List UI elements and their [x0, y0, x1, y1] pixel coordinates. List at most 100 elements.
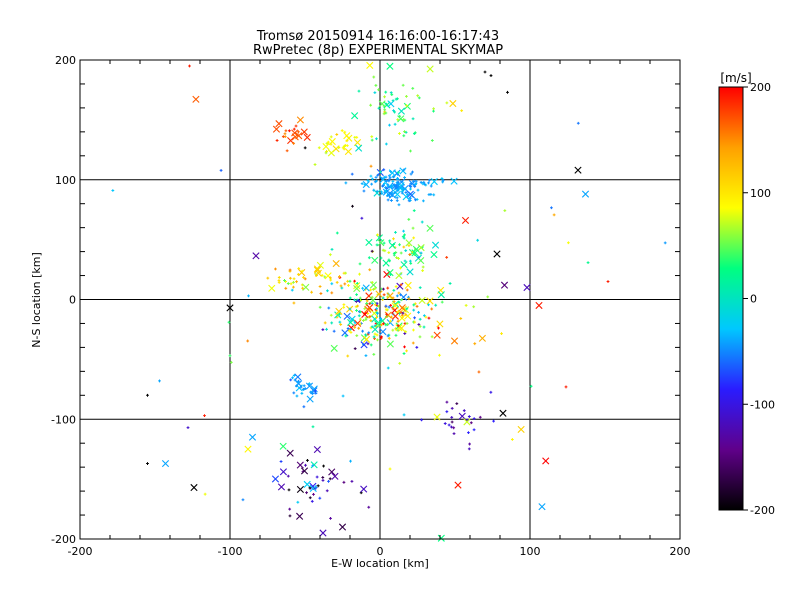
data-point [354, 305, 358, 309]
x-tick-label: 0 [377, 545, 384, 558]
data-point [286, 449, 294, 457]
data-point [322, 142, 330, 151]
data-point [313, 265, 322, 273]
data-point [365, 238, 373, 247]
data-point [319, 529, 327, 537]
data-point [493, 250, 501, 258]
data-point [412, 308, 416, 312]
data-point [395, 324, 403, 332]
data-point [342, 480, 346, 484]
data-point [292, 391, 296, 395]
data-point [419, 181, 423, 184]
data-point [462, 409, 466, 412]
data-point [412, 236, 416, 240]
data-point [318, 285, 322, 288]
data-point [302, 275, 305, 279]
data-point [422, 314, 426, 317]
data-point [376, 338, 379, 342]
data-point [279, 460, 283, 463]
data-point [316, 484, 320, 488]
data-point [476, 238, 480, 242]
data-point [323, 321, 327, 325]
data-point [397, 309, 400, 313]
data-point [432, 109, 435, 113]
data-point [400, 191, 404, 195]
data-point [341, 394, 345, 398]
data-point [564, 385, 568, 389]
data-point [277, 276, 281, 279]
data-point [427, 303, 430, 307]
data-point [353, 279, 356, 283]
y-tick-label: 0 [69, 294, 76, 307]
data-point [303, 277, 307, 281]
data-point [450, 177, 458, 185]
data-point [330, 291, 334, 295]
data-point [437, 326, 440, 330]
data-point [349, 327, 353, 331]
data-point [283, 279, 286, 282]
data-point [380, 335, 383, 339]
data-point [295, 280, 298, 284]
data-point [407, 218, 411, 221]
data-point [417, 244, 425, 252]
data-point [314, 486, 318, 489]
data-point [388, 176, 392, 180]
data-point [418, 335, 422, 339]
data-point [347, 284, 350, 287]
data-point [371, 325, 379, 334]
data-point [277, 483, 286, 491]
data-point [297, 130, 300, 134]
data-point [351, 112, 359, 120]
data-point [302, 387, 306, 391]
data-point [313, 445, 321, 454]
colorbar-unit-label: [m/s] [720, 71, 751, 85]
data-point [430, 307, 434, 311]
data-point [389, 91, 393, 95]
data-point [274, 267, 277, 271]
plot-frame [79, 59, 681, 540]
data-point [386, 183, 390, 187]
data-point [411, 86, 415, 90]
data-point [429, 193, 433, 196]
data-point [355, 144, 363, 152]
data-point [454, 481, 462, 489]
data-point [437, 534, 445, 542]
x-tick-label: -100 [218, 545, 243, 558]
data-point [416, 94, 420, 98]
data-point [398, 361, 402, 365]
data-point [404, 130, 408, 134]
data-point [370, 295, 374, 299]
data-point [360, 182, 364, 185]
data-point [348, 279, 352, 283]
data-point [357, 298, 360, 302]
data-point [328, 253, 332, 257]
data-point [371, 256, 379, 264]
data-point [478, 334, 486, 342]
data-point [400, 298, 404, 302]
data-point [469, 421, 473, 425]
data-point [348, 307, 352, 311]
data-point [388, 467, 392, 471]
data-point [413, 302, 417, 306]
data-point [396, 180, 400, 184]
data-point [393, 110, 397, 114]
data-point [461, 216, 470, 225]
gridlines [80, 60, 680, 539]
data-point [387, 305, 391, 309]
data-point [397, 291, 401, 295]
data-point [385, 312, 389, 316]
data-point [396, 118, 400, 121]
data-point [378, 100, 386, 108]
data-point [338, 523, 347, 531]
data-point [288, 514, 292, 518]
data-point [408, 179, 416, 188]
data-point [388, 191, 397, 199]
data-point [396, 324, 400, 328]
data-point [347, 329, 351, 333]
data-point [305, 382, 314, 390]
data-point [402, 229, 405, 233]
data-point [355, 334, 359, 338]
data-point [340, 286, 344, 290]
data-point [372, 75, 376, 79]
data-point [355, 309, 358, 312]
